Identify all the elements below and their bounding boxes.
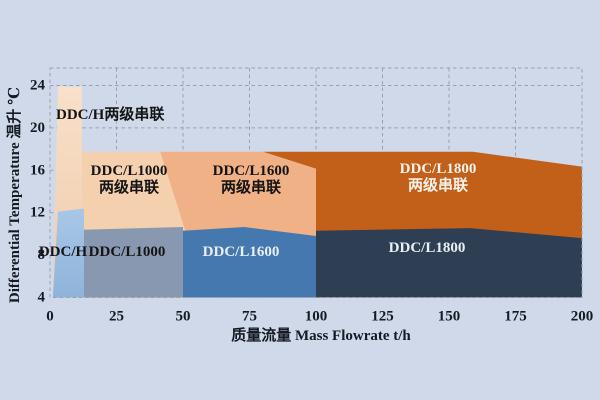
x-tick-75: 75	[242, 309, 257, 325]
plot-border	[49, 67, 583, 298]
x-tick-175: 175	[504, 309, 527, 325]
region-label-ddc-l1000-series-line2: 两级串联	[99, 178, 160, 196]
region-label-ddc-l1000-series-line1: DDC/L1000	[91, 163, 168, 179]
x-tick-25: 25	[109, 309, 124, 325]
y-tick-8: 8	[38, 247, 46, 263]
x-axis-title: 质量流量 Mass Flowrate t/h	[231, 326, 411, 344]
region-label-ddc-l1800-series-line2: 两级串联	[408, 176, 469, 194]
x-tick-150: 150	[438, 309, 461, 325]
y-tick-12: 12	[30, 205, 45, 221]
region-ddc-l1000	[83, 227, 183, 298]
x-tick-100: 100	[305, 309, 328, 325]
x-tick-125: 125	[371, 309, 394, 325]
region-ddc-l1600	[183, 227, 316, 298]
y-tick-16: 16	[30, 162, 46, 178]
region-label-ddc-l1000: DDC/L1000	[89, 244, 166, 260]
region-label-ddc-l1800-series-line1: DDC/L1800	[400, 161, 477, 177]
region-ddc-h	[52, 208, 84, 298]
x-tick-0: 0	[46, 309, 54, 325]
region-ddc-l1800	[316, 228, 582, 298]
x-tick-200: 200	[571, 309, 594, 325]
region-label-ddc-l1800: DDC/L1800	[389, 240, 466, 256]
y-tick-20: 20	[30, 120, 45, 136]
y-tick-4: 4	[38, 290, 46, 306]
region-label-ddc-h-series: DDC/H两级串联	[56, 105, 165, 123]
y-tick-24: 24	[30, 78, 46, 94]
x-tick-50: 50	[176, 309, 191, 325]
region-label-ddc-l1600-series-line2: 两级串联	[221, 178, 282, 196]
region-label-ddc-l1600-series-line1: DDC/L1600	[213, 163, 290, 179]
region-label-ddc-h: DDC/H	[39, 244, 88, 260]
region-label-ddc-l1600: DDC/L1600	[203, 244, 280, 260]
y-axis-title: Differential Temperature 温升 ℃	[6, 87, 23, 303]
